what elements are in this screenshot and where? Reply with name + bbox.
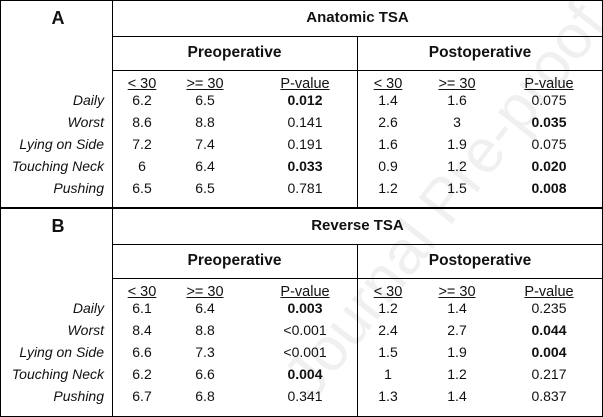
- panel-title: Anatomic TSA: [306, 9, 409, 26]
- group-header-preoperative: Preoperative: [187, 252, 282, 269]
- panel-label: A: [51, 8, 65, 28]
- column-header: P-value: [524, 76, 574, 92]
- table-cell: 0.012: [287, 92, 323, 108]
- row-label: Touching Neck: [11, 158, 104, 174]
- table-cell: 6.1: [132, 300, 152, 316]
- table-cell: 1.2: [447, 366, 467, 382]
- table-cell: 6.8: [195, 388, 215, 404]
- table-cell: 8.8: [195, 322, 215, 338]
- table-cell: 0.341: [287, 388, 323, 404]
- table-cell: 0.003: [287, 300, 323, 316]
- table-cell: 0.141: [287, 114, 323, 130]
- table-cell: 0.191: [287, 136, 323, 152]
- table-cell: 1.4: [447, 300, 467, 316]
- column-header: >= 30: [438, 76, 476, 92]
- column-header: P-value: [280, 284, 330, 300]
- panel-divider: [0, 207, 603, 209]
- table-cell: 6.6: [195, 366, 215, 382]
- row-label: Lying on Side: [19, 344, 104, 360]
- group-divider: [357, 244, 358, 416]
- table-cell: 0.035: [531, 114, 567, 130]
- table-cell: 6.4: [195, 158, 215, 174]
- row-label: Daily: [72, 300, 104, 316]
- column-header: P-value: [524, 284, 574, 300]
- table-cell: 0.9: [378, 158, 398, 174]
- table-cell: 1.4: [378, 92, 398, 108]
- panel-label: B: [51, 216, 65, 236]
- row-label: Worst: [67, 322, 104, 338]
- column-header: >= 30: [186, 284, 224, 300]
- table-cell: 0.020: [531, 158, 567, 174]
- table-cell: 0.044: [531, 322, 567, 338]
- table-cell: 1.9: [447, 136, 467, 152]
- table-cell: 0.217: [531, 366, 567, 382]
- group-header-postoperative: Postoperative: [428, 44, 532, 61]
- table-cell: <0.001: [283, 344, 327, 360]
- label-column-divider: [112, 208, 113, 416]
- table-cell: 0.837: [531, 388, 567, 404]
- table-cell: 6.5: [195, 180, 215, 196]
- label-column-divider: [112, 0, 113, 208]
- table-cell: 2.6: [378, 114, 398, 130]
- table-cell: 1: [384, 366, 392, 382]
- table-cell: 0.075: [531, 136, 567, 152]
- table-cell: 1.5: [447, 180, 467, 196]
- table-cell: 1.2: [378, 300, 398, 316]
- table-cell: 0.075: [531, 92, 567, 108]
- table-cell: 1.6: [447, 92, 467, 108]
- table-cell: 8.4: [132, 322, 152, 338]
- table-cell: 0.004: [531, 344, 567, 360]
- subheader-underline: [112, 278, 603, 279]
- row-label: Touching Neck: [11, 366, 104, 382]
- row-label: Pushing: [53, 388, 104, 404]
- table-cell: 7.2: [132, 136, 152, 152]
- table-cell: 0.008: [531, 180, 567, 196]
- table-cell: 2.4: [378, 322, 398, 338]
- table-cell: 1.6: [378, 136, 398, 152]
- table-cell: 7.3: [195, 344, 215, 360]
- table-cell: 6.5: [132, 180, 152, 196]
- subheader-underline: [112, 70, 603, 71]
- table-cell: 1.9: [447, 344, 467, 360]
- table-cell: 6: [138, 158, 146, 174]
- column-header: P-value: [280, 76, 330, 92]
- table-cell: 6.2: [132, 92, 152, 108]
- table-cell: 1.4: [447, 388, 467, 404]
- row-label: Lying on Side: [19, 136, 104, 152]
- group-divider: [357, 36, 358, 208]
- table-cell: 6.6: [132, 344, 152, 360]
- column-header: < 30: [127, 76, 157, 92]
- table-cell: 0.033: [287, 158, 323, 174]
- table-cell: 7.4: [195, 136, 215, 152]
- column-header: < 30: [127, 284, 157, 300]
- table-cell: 0.781: [287, 180, 323, 196]
- group-header-preoperative: Preoperative: [187, 44, 282, 61]
- table-cell: <0.001: [283, 322, 327, 338]
- column-header: >= 30: [186, 76, 224, 92]
- table-cell: 8.8: [195, 114, 215, 130]
- row-label: Worst: [67, 114, 104, 130]
- group-header-postoperative: Postoperative: [428, 252, 532, 269]
- table-cell: 1.2: [447, 158, 467, 174]
- table-cell: 2.7: [447, 322, 467, 338]
- panel-title: Reverse TSA: [311, 217, 404, 234]
- column-header: < 30: [373, 284, 403, 300]
- table-cell: 1.2: [378, 180, 398, 196]
- table-cell: 6.5: [195, 92, 215, 108]
- column-header: < 30: [373, 76, 403, 92]
- table-cell: 1.5: [378, 344, 398, 360]
- row-label: Daily: [72, 92, 104, 108]
- table-cell: 0.004: [287, 366, 323, 382]
- table-cell: 6.7: [132, 388, 152, 404]
- table-cell: 1.3: [378, 388, 398, 404]
- table-cell: 6.2: [132, 366, 152, 382]
- column-header: >= 30: [438, 284, 476, 300]
- table-cell: 3: [453, 114, 461, 130]
- table-cell: 0.235: [531, 300, 567, 316]
- row-label: Pushing: [53, 180, 104, 196]
- table-cell: 8.6: [132, 114, 152, 130]
- table-cell: 6.4: [195, 300, 215, 316]
